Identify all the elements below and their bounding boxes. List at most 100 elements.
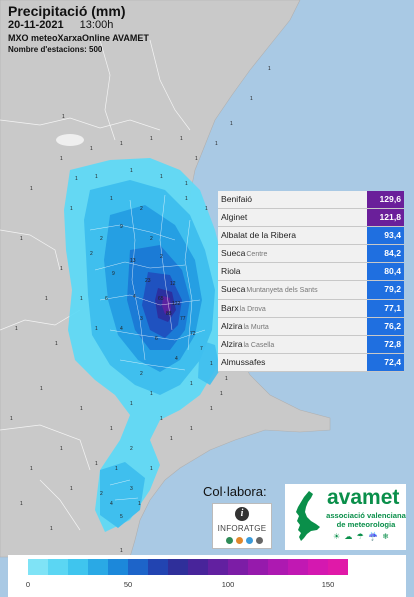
svg-text:1: 1 [110, 426, 113, 432]
svg-text:1: 1 [110, 196, 113, 202]
svg-text:1: 1 [90, 146, 93, 152]
avamet-description: associació valenciana de meteorologia [326, 511, 406, 529]
ranking-row: Riola 80,4 [218, 263, 404, 282]
legend-color-step [248, 559, 268, 575]
svg-text:9: 9 [120, 224, 123, 230]
svg-text:2: 2 [160, 254, 163, 260]
svg-text:1: 1 [95, 174, 98, 180]
ranking-row: Barxla Drova 77,1 [218, 299, 404, 318]
svg-text:4: 4 [110, 501, 113, 507]
station-value: 129,6 [367, 191, 404, 209]
svg-text:1: 1 [268, 66, 271, 72]
svg-text:1: 1 [40, 386, 43, 392]
svg-text:2: 2 [100, 236, 103, 242]
svg-text:1: 1 [120, 141, 123, 147]
station-name: Alzirala Murta [218, 317, 367, 335]
svg-text:2: 2 [150, 236, 153, 242]
legend-color-step [268, 559, 288, 575]
svg-text:1: 1 [75, 176, 78, 182]
svg-text:1: 1 [185, 196, 188, 202]
station-value: 80,4 [367, 263, 404, 281]
svg-text:1: 1 [30, 466, 33, 472]
legend-color-step [208, 559, 228, 575]
ranking-row: Alginet 121,8 [218, 209, 404, 228]
svg-text:1: 1 [210, 406, 213, 412]
svg-text:1: 1 [60, 446, 63, 452]
station-value: 76,2 [367, 317, 404, 335]
legend-color-step [48, 559, 68, 575]
ranking-row: Alzirala Murta 76,2 [218, 317, 404, 336]
svg-text:1: 1 [20, 501, 23, 507]
legend-color-step [308, 559, 328, 575]
svg-text:3: 3 [130, 486, 133, 492]
svg-text:65: 65 [158, 296, 164, 302]
svg-text:23: 23 [145, 278, 151, 284]
station-name-main: Sueca [221, 284, 246, 295]
ranking-row: Alzirala Casella 72,8 [218, 335, 404, 354]
svg-text:1: 1 [185, 181, 188, 187]
station-name: Barxla Drova [218, 299, 367, 317]
white-blob [56, 134, 84, 146]
station-name-main: Barx [221, 302, 239, 313]
region-borders [0, 39, 191, 531]
station-value: 93,4 [367, 227, 404, 245]
station-subname: la Drova [239, 305, 266, 313]
svg-text:1: 1 [250, 96, 253, 102]
svg-text:1: 1 [95, 461, 98, 467]
svg-text:3: 3 [140, 316, 143, 322]
svg-text:1: 1 [170, 436, 173, 442]
svg-text:1: 1 [190, 426, 193, 432]
ranking-row: Almussafes 72,4 [218, 353, 404, 372]
station-value: 79,2 [367, 281, 404, 299]
svg-text:1: 1 [80, 296, 83, 302]
legend-color-step [28, 559, 48, 575]
map-time: 13:00h [79, 19, 114, 31]
svg-text:9: 9 [112, 271, 115, 277]
svg-text:1: 1 [62, 114, 65, 120]
station-subname: Centre [246, 251, 268, 259]
svg-text:72: 72 [190, 331, 196, 337]
inforatge-dot [226, 537, 233, 544]
legend-color-step [88, 559, 108, 575]
station-value: 72,8 [367, 335, 404, 353]
svg-text:1: 1 [205, 206, 208, 212]
station-name: Alzirala Casella [218, 335, 367, 353]
svg-text:1: 1 [120, 548, 123, 554]
station-name-main: Benifaió [221, 194, 253, 204]
svg-text:1: 1 [210, 361, 213, 367]
legend-tick-label: 150 [321, 580, 335, 589]
svg-text:122: 122 [172, 301, 181, 307]
svg-text:5: 5 [120, 514, 123, 520]
svg-text:2: 2 [140, 206, 143, 212]
color-legend: 0 50 100 150 [8, 555, 406, 597]
weather-symbols-icon: ☀ ☁ ☂ ☔ ❄ [333, 532, 390, 541]
map-source: MXO meteoXarxaOnline AVAMET [8, 33, 149, 43]
svg-text:2: 2 [90, 251, 93, 257]
map-date: 20-11-2021 [8, 19, 64, 31]
station-name-main: Sueca [221, 248, 246, 259]
ranking-row: SuecaCentre 84,2 [218, 245, 404, 264]
legend-color-step [228, 559, 248, 575]
legend-color-bar [28, 559, 348, 575]
inforatge-dot [246, 537, 253, 544]
svg-text:1: 1 [138, 501, 141, 507]
svg-text:6: 6 [105, 296, 108, 302]
svg-text:6: 6 [155, 336, 158, 342]
station-count: Nombre d'estacions: 500 [8, 45, 103, 54]
station-name: Riola [218, 263, 367, 281]
legend-color-step [188, 559, 208, 575]
svg-text:4: 4 [120, 326, 123, 332]
legend-color-step [128, 559, 148, 575]
svg-text:1: 1 [220, 391, 223, 397]
station-name: Benifaió [218, 191, 367, 209]
svg-text:13: 13 [130, 258, 136, 264]
avamet-name: avamet [327, 486, 400, 509]
station-name: SuecaMuntanyeta dels Sants [218, 281, 367, 299]
station-name: Albalat de la Ribera [218, 227, 367, 245]
municipality-lines [89, 194, 206, 501]
svg-text:2: 2 [130, 446, 133, 452]
svg-text:88: 88 [166, 311, 172, 317]
ranking-row: Albalat de la Ribera 93,4 [218, 227, 404, 246]
svg-text:2: 2 [140, 371, 143, 377]
